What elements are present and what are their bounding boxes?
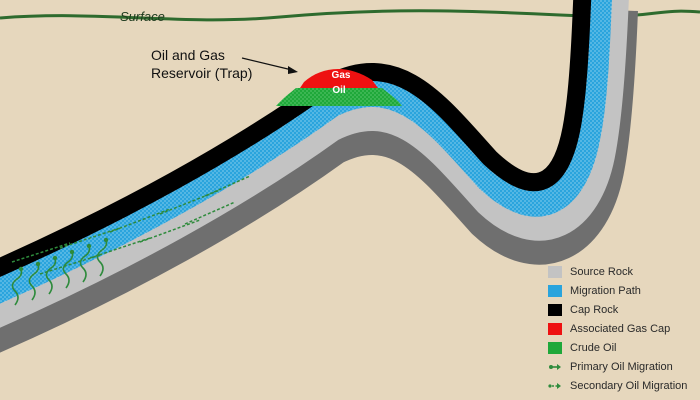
source-rock-swatch — [548, 265, 562, 278]
solid-arrow-icon — [549, 363, 561, 370]
crude-oil-swatch — [548, 341, 562, 354]
legend-label: Secondary Oil Migration — [570, 379, 688, 392]
crude-oil-zone — [276, 88, 402, 106]
oil-label: Oil — [332, 85, 346, 96]
legend-item-associated-gas-cap: Associated Gas Cap — [548, 319, 698, 338]
primary-arrow-heads — [18, 237, 109, 272]
reservoir-label: Oil and Gas Reservoir (Trap) — [151, 46, 252, 82]
migration-path-layer — [0, 0, 612, 304]
reservoir-pointer — [241, 57, 293, 71]
primary-oil-migration-arrows — [11, 239, 108, 306]
migration-path-swatch — [548, 284, 562, 297]
legend-item-primary-oil-migration: Primary Oil Migration — [548, 357, 698, 376]
reservoir-pointer-head — [288, 66, 298, 74]
legend-label: Source Rock — [570, 265, 633, 278]
legend-item-crude-oil: Crude Oil — [548, 338, 698, 357]
legend-label: Cap Rock — [570, 303, 619, 316]
legend-label: Primary Oil Migration — [570, 360, 673, 373]
legend-item-migration-path: Migration Path — [548, 281, 698, 300]
cap-rock-swatch — [548, 303, 562, 316]
source-rock-layer — [0, 0, 629, 328]
gas-cap-swatch — [548, 322, 562, 335]
surface-label: Surface — [120, 9, 165, 24]
legend: Source Rock Migration Path Cap Rock Asso… — [548, 262, 698, 395]
dashed-arrow-icon — [548, 382, 561, 389]
gas-label: Gas — [331, 70, 351, 81]
gas-cap — [300, 68, 378, 88]
reservoir-label-line1: Oil and Gas — [151, 47, 225, 63]
legend-label: Migration Path — [570, 284, 641, 297]
legend-label: Crude Oil — [570, 341, 617, 354]
secondary-oil-migration-arrows — [11, 175, 251, 275]
legend-item-source-rock: Source Rock — [548, 262, 698, 281]
legend-label: Associated Gas Cap — [570, 322, 671, 335]
legend-item-secondary-oil-migration: Secondary Oil Migration — [548, 376, 698, 395]
legend-item-cap-rock: Cap Rock — [548, 300, 698, 319]
cap-rock-layer — [0, 0, 592, 278]
reservoir-label-line2: Reservoir (Trap) — [151, 65, 253, 81]
